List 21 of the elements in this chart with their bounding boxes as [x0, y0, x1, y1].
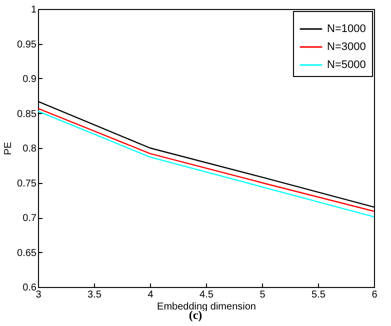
y-tick-label: 0.85	[17, 108, 37, 120]
x-tick-label: 3	[36, 290, 42, 300]
y-axis-title: PE	[3, 142, 14, 156]
legend-label: N=5000	[327, 59, 366, 71]
y-tick-label: 0.9	[22, 74, 37, 85]
legend-label: N=3000	[327, 41, 366, 53]
y-tick-label: 0.65	[17, 248, 37, 259]
x-tick-label: 6	[372, 290, 378, 300]
y-tick-label: 0.75	[17, 178, 37, 190]
y-tick-label: 0.8	[22, 144, 37, 154]
y-tick-label: 0.95	[17, 39, 37, 50]
y-tick-label: 0.7	[22, 213, 37, 224]
x-tick-label: 3.5	[88, 290, 102, 300]
x-tick-label: 5	[260, 290, 266, 300]
x-tick-label: 5.5	[312, 290, 326, 300]
legend-label: N=1000	[327, 23, 366, 35]
y-tick-label: 0.6	[22, 282, 37, 294]
x-tick-label: 4.5	[200, 290, 214, 300]
y-tick-label: 1	[30, 4, 37, 16]
x-tick-label: 4	[148, 290, 154, 300]
text: (c)	[188, 308, 202, 322]
